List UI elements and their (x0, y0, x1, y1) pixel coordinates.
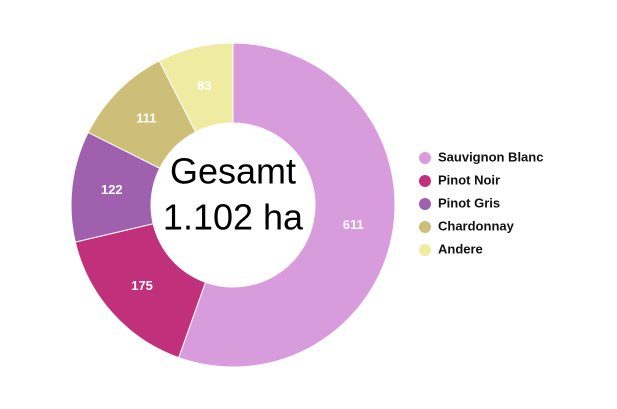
value-label: 111 (136, 111, 156, 126)
value-label: 83 (197, 78, 211, 93)
value-label: 175 (131, 278, 153, 293)
legend-label: Pinot Noir (438, 172, 500, 187)
legend-swatch (419, 152, 431, 164)
legend-label: Chardonnay (438, 218, 515, 233)
legend-swatch (419, 244, 431, 256)
center-total: 1.102 ha (163, 197, 304, 238)
donut-slice (178, 42, 396, 368)
legend-swatch (419, 175, 431, 187)
legend-swatch (419, 198, 431, 210)
value-label: 122 (101, 182, 123, 197)
value-label: 611 (343, 217, 364, 232)
legend-label: Pinot Gris (438, 195, 500, 210)
donut-slice (74, 223, 207, 359)
legend-label: Sauvignon Blanc (438, 149, 543, 164)
legend-swatch (419, 221, 431, 233)
donut-slice (158, 42, 234, 133)
center-title: Gesamt (170, 151, 296, 192)
legend-label: Andere (438, 241, 483, 256)
